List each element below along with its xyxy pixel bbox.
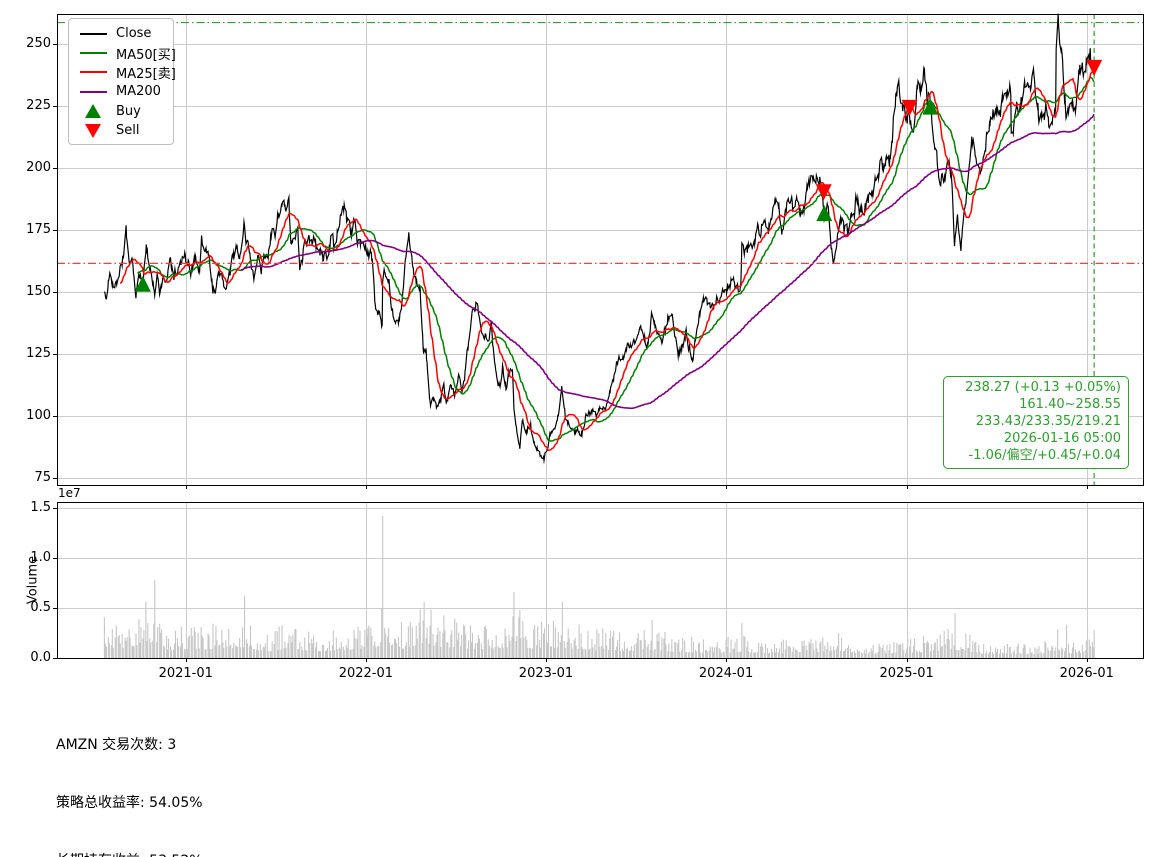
strategy-summary: AMZN 交易次数: 3 策略总收益率: 54.05% 长期持有收益: 53.5… <box>56 697 514 857</box>
price-ytick-175: 175 <box>26 221 51 237</box>
legend-item-close: Close <box>78 24 169 43</box>
price-ytick-125: 125 <box>26 345 51 361</box>
xtick-2026-01: 2026-01 <box>1059 666 1114 681</box>
buy-marker-icon <box>78 104 108 119</box>
xtick-2022-01: 2022-01 <box>338 666 394 681</box>
line-glyph <box>79 32 107 35</box>
price-ytick-100: 100 <box>26 407 51 423</box>
annotation-line-range: 161.40~258.55 <box>1019 396 1121 412</box>
legend-item-buy: Buy <box>78 102 169 121</box>
annotation-line-bias: -1.06/偏空/+0.45/+0.04 <box>968 447 1121 463</box>
xtick-2021-01: 2021-01 <box>158 666 213 681</box>
legend-label: MA25[卖] <box>116 66 176 82</box>
volume-ytick-0.5: 0.5 <box>30 600 51 615</box>
xtick-2025-01: 2025-01 <box>879 666 934 681</box>
volume-offset-label: 1e7 <box>58 486 81 500</box>
legend-label: Close <box>116 26 152 42</box>
price-ytick-200: 200 <box>26 159 51 175</box>
summary-buyhold-return: 长期持有收益: 53.52% <box>56 852 514 857</box>
legend-label: MA200 <box>116 84 161 100</box>
price-volume-chart <box>0 0 1152 690</box>
line-glyph <box>79 90 107 93</box>
triangle-down-glyph <box>85 123 101 138</box>
line-glyph <box>79 52 107 55</box>
xtick-2023-01: 2023-01 <box>518 666 574 681</box>
legend-label: Buy <box>116 103 141 119</box>
legend-label: Sell <box>116 123 140 139</box>
volume-ytick-1.5: 1.5 <box>30 500 51 515</box>
quote-annotation-box: 238.27 (+0.13 +0.05%) 161.40~258.55 233.… <box>943 376 1129 469</box>
ma50-line-swatch <box>78 52 108 55</box>
annotation-line-price: 238.27 (+0.13 +0.05%) <box>965 380 1121 395</box>
close-line-swatch <box>78 32 108 35</box>
ma25-line-swatch <box>78 71 108 74</box>
legend-item-sell: Sell <box>78 121 169 140</box>
legend-item-ma200: MA200 <box>78 82 169 101</box>
summary-strategy-return: 策略总收益率: 54.05% <box>56 795 203 812</box>
annotation-line-datetime: 2026-01-16 05:00 <box>1003 430 1121 446</box>
line-glyph <box>79 71 107 74</box>
volume-ytick-0.0: 0.0 <box>30 650 51 665</box>
legend: Close MA50[买] MA25[卖] MA200 Buy Sell <box>68 18 176 146</box>
volume-axis-label: Volume <box>25 555 41 605</box>
price-ytick-150: 150 <box>26 283 51 299</box>
summary-trades-count: AMZN 交易次数: 3 <box>56 736 177 753</box>
price-ytick-250: 250 <box>26 35 51 51</box>
xtick-2024-01: 2024-01 <box>698 666 754 681</box>
volume-ytick-1.0: 1.0 <box>30 550 51 565</box>
annotation-line-mas: 233.43/233.35/219.21 <box>975 413 1121 429</box>
legend-item-ma50: MA50[买] <box>78 43 176 63</box>
price-ytick-75: 75 <box>34 469 51 485</box>
ma200-line-swatch <box>78 90 108 93</box>
legend-label: MA50[买] <box>116 47 176 63</box>
triangle-up-glyph <box>85 104 101 119</box>
legend-item-ma25: MA25[卖] <box>78 63 176 82</box>
price-ytick-225: 225 <box>26 97 51 113</box>
sell-marker-icon <box>78 123 108 138</box>
